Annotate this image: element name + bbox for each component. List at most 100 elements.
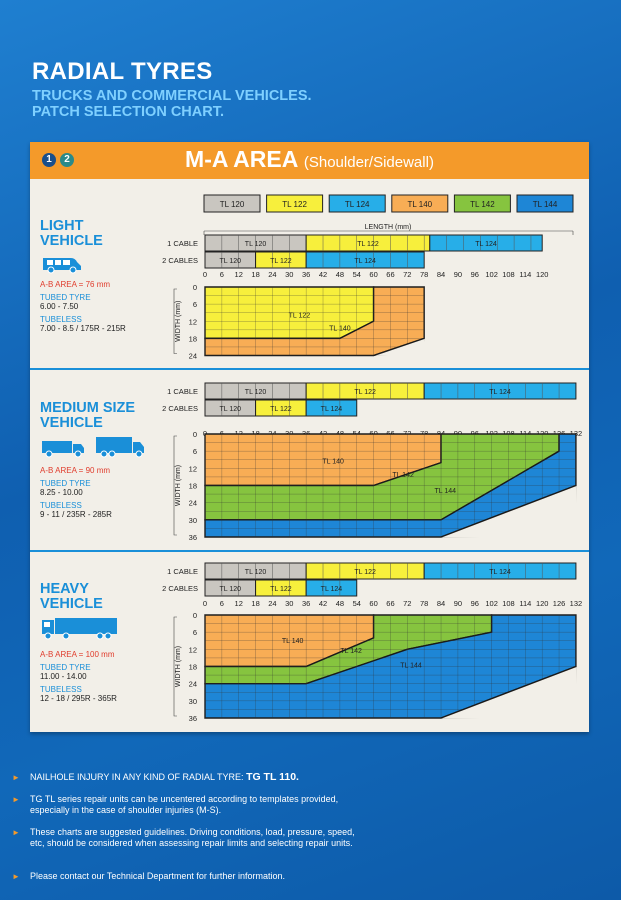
cable-segment bbox=[305, 399, 358, 417]
x-tick-label: 102 bbox=[485, 599, 498, 608]
page-title: RADIAL TYRES bbox=[32, 58, 213, 85]
region-label: TL 142 bbox=[340, 648, 362, 655]
vehicle-name-line2: VEHICLE bbox=[40, 596, 103, 612]
cable-segment-label: TL 124 bbox=[321, 406, 343, 413]
region-label: TL 144 bbox=[400, 663, 422, 670]
tubed-value: 8.25 - 10.00 bbox=[40, 488, 83, 497]
y-axis-label: WIDTH (mm) bbox=[175, 465, 182, 506]
x-tick-label: 18 bbox=[251, 599, 259, 608]
note-text: NAILHOLE INJURY IN ANY KIND OF RADIAL TY… bbox=[30, 772, 360, 783]
y-tick-label: 0 bbox=[193, 611, 197, 620]
legend-label: TL 120 bbox=[220, 200, 245, 209]
vehicle-name-line2: VEHICLE bbox=[40, 415, 103, 431]
x-tick-label: 72 bbox=[403, 270, 411, 279]
x-tick-label: 78 bbox=[420, 270, 428, 279]
x-tick-label: 102 bbox=[485, 270, 498, 279]
legend-swatch bbox=[266, 194, 324, 213]
light-ab-area: A-B AREA = 76 mm bbox=[40, 280, 111, 289]
x-tick-label: 84 bbox=[437, 270, 445, 279]
x-tick-label: 84 bbox=[437, 599, 445, 608]
cable-segment-label: TL 124 bbox=[321, 586, 343, 593]
cable-segment-label: TL 122 bbox=[270, 258, 292, 265]
cable-segment-label: TL 122 bbox=[354, 569, 376, 576]
note-3-text: These charts are suggested guidelines. D… bbox=[30, 827, 355, 848]
uncovered-area bbox=[373, 338, 426, 358]
van-icon bbox=[43, 258, 81, 274]
tubeless-value: 12 - 18 / 295R - 365R bbox=[40, 694, 117, 703]
truck-trailer-icon bbox=[42, 618, 117, 640]
x-tick-label: 90 bbox=[454, 270, 462, 279]
medium-specs: TUBED TYRE 8.25 - 10.00 TUBELESS 9 - 11 … bbox=[40, 479, 112, 519]
cable-segment-label: TL 120 bbox=[245, 241, 267, 248]
x-tick-label: 24 bbox=[268, 599, 276, 608]
y-tick-label: 6 bbox=[193, 300, 197, 309]
band-title: M-A AREA (Shoulder/Sidewall) bbox=[30, 146, 589, 173]
cable-segment-label: TL 122 bbox=[270, 586, 292, 593]
y-tick-label: 12 bbox=[189, 317, 197, 326]
note-2-text: TG TL series repair units can be uncente… bbox=[30, 794, 339, 815]
x-tick-label: 108 bbox=[502, 599, 515, 608]
legend-label: TL 144 bbox=[533, 200, 558, 209]
x-tick-label: 30 bbox=[285, 270, 293, 279]
cable-row-label: 1 CABLE bbox=[167, 567, 198, 576]
y-axis-bracket bbox=[173, 288, 177, 354]
chart-card: 1 2 M-A AREA (Shoulder/Sidewall) LIGHT V… bbox=[30, 142, 589, 732]
tubed-label: TUBED TYRE bbox=[40, 663, 91, 672]
cable-row-label: 2 CABLES bbox=[162, 256, 198, 265]
y-tick-label: 30 bbox=[189, 516, 197, 525]
x-tick-label: 36 bbox=[302, 270, 310, 279]
cable-row-label: 1 CABLE bbox=[167, 387, 198, 396]
x-tick-label: 18 bbox=[251, 270, 259, 279]
tubeless-label: TUBELESS bbox=[40, 501, 82, 510]
region-label: TL 140 bbox=[329, 326, 351, 333]
band-title-main: M-A AREA bbox=[185, 146, 298, 172]
legend-label: TL 140 bbox=[407, 200, 432, 209]
x-tick-label: 132 bbox=[570, 599, 583, 608]
cable-segment-label: TL 124 bbox=[354, 258, 376, 265]
cable-segment bbox=[423, 382, 577, 400]
x-tick-label: 48 bbox=[336, 599, 344, 608]
bullet-icon: ► bbox=[12, 828, 20, 837]
tubed-label: TUBED TYRE bbox=[40, 293, 91, 302]
y-tick-label: 30 bbox=[189, 697, 197, 706]
x-tick-label: 66 bbox=[386, 270, 394, 279]
y-axis-bracket bbox=[173, 616, 177, 717]
y-tick-label: 6 bbox=[193, 447, 197, 456]
bullet-icon: ► bbox=[12, 773, 20, 782]
y-tick-label: 24 bbox=[189, 352, 197, 361]
region-edge bbox=[373, 337, 425, 357]
bullet-icon: ► bbox=[12, 872, 20, 881]
tubeless-label: TUBELESS bbox=[40, 315, 82, 324]
cable-segment-label: TL 122 bbox=[354, 389, 376, 396]
light-vehicle-title: LIGHT VEHICLE bbox=[40, 219, 103, 249]
bullet-icon: ► bbox=[12, 795, 20, 804]
y-tick-label: 12 bbox=[189, 645, 197, 654]
y-tick-label: 24 bbox=[189, 499, 197, 508]
note-4-text: Please contact our Technical Department … bbox=[30, 871, 285, 881]
uncovered-area bbox=[441, 485, 578, 539]
x-tick-label: 0 bbox=[203, 270, 207, 279]
cable-segment-label: TL 120 bbox=[220, 586, 242, 593]
medium-ab-area: A-B AREA = 90 mm bbox=[40, 466, 111, 475]
x-tick-label: 60 bbox=[369, 270, 377, 279]
x-tick-label: 66 bbox=[386, 599, 394, 608]
region-label: TL 140 bbox=[282, 638, 304, 645]
y-axis-bracket bbox=[173, 435, 177, 536]
y-tick-label: 18 bbox=[189, 334, 197, 343]
band-title-small: (Shoulder/Sidewall) bbox=[303, 154, 434, 171]
vehicle-name-line1: LIGHT bbox=[40, 218, 84, 234]
x-tick-label: 96 bbox=[471, 270, 479, 279]
x-tick-label: 42 bbox=[319, 599, 327, 608]
x-tick-label: 90 bbox=[454, 599, 462, 608]
region-edge bbox=[440, 484, 577, 538]
legend-label: TL 124 bbox=[345, 200, 370, 209]
length-label: LENGTH (mm) bbox=[365, 224, 412, 231]
tubed-value: 11.00 - 14.00 bbox=[40, 672, 87, 681]
y-tick-label: 0 bbox=[193, 283, 197, 292]
legend-label: TL 142 bbox=[470, 200, 495, 209]
vehicle-name-line2: VEHICLE bbox=[40, 233, 103, 249]
legend-swatch bbox=[453, 194, 511, 213]
cable-segment-label: TL 120 bbox=[220, 258, 242, 265]
badge-two: 2 bbox=[60, 153, 74, 167]
note-1-text: NAILHOLE INJURY IN ANY KIND OF RADIAL TY… bbox=[30, 772, 247, 782]
